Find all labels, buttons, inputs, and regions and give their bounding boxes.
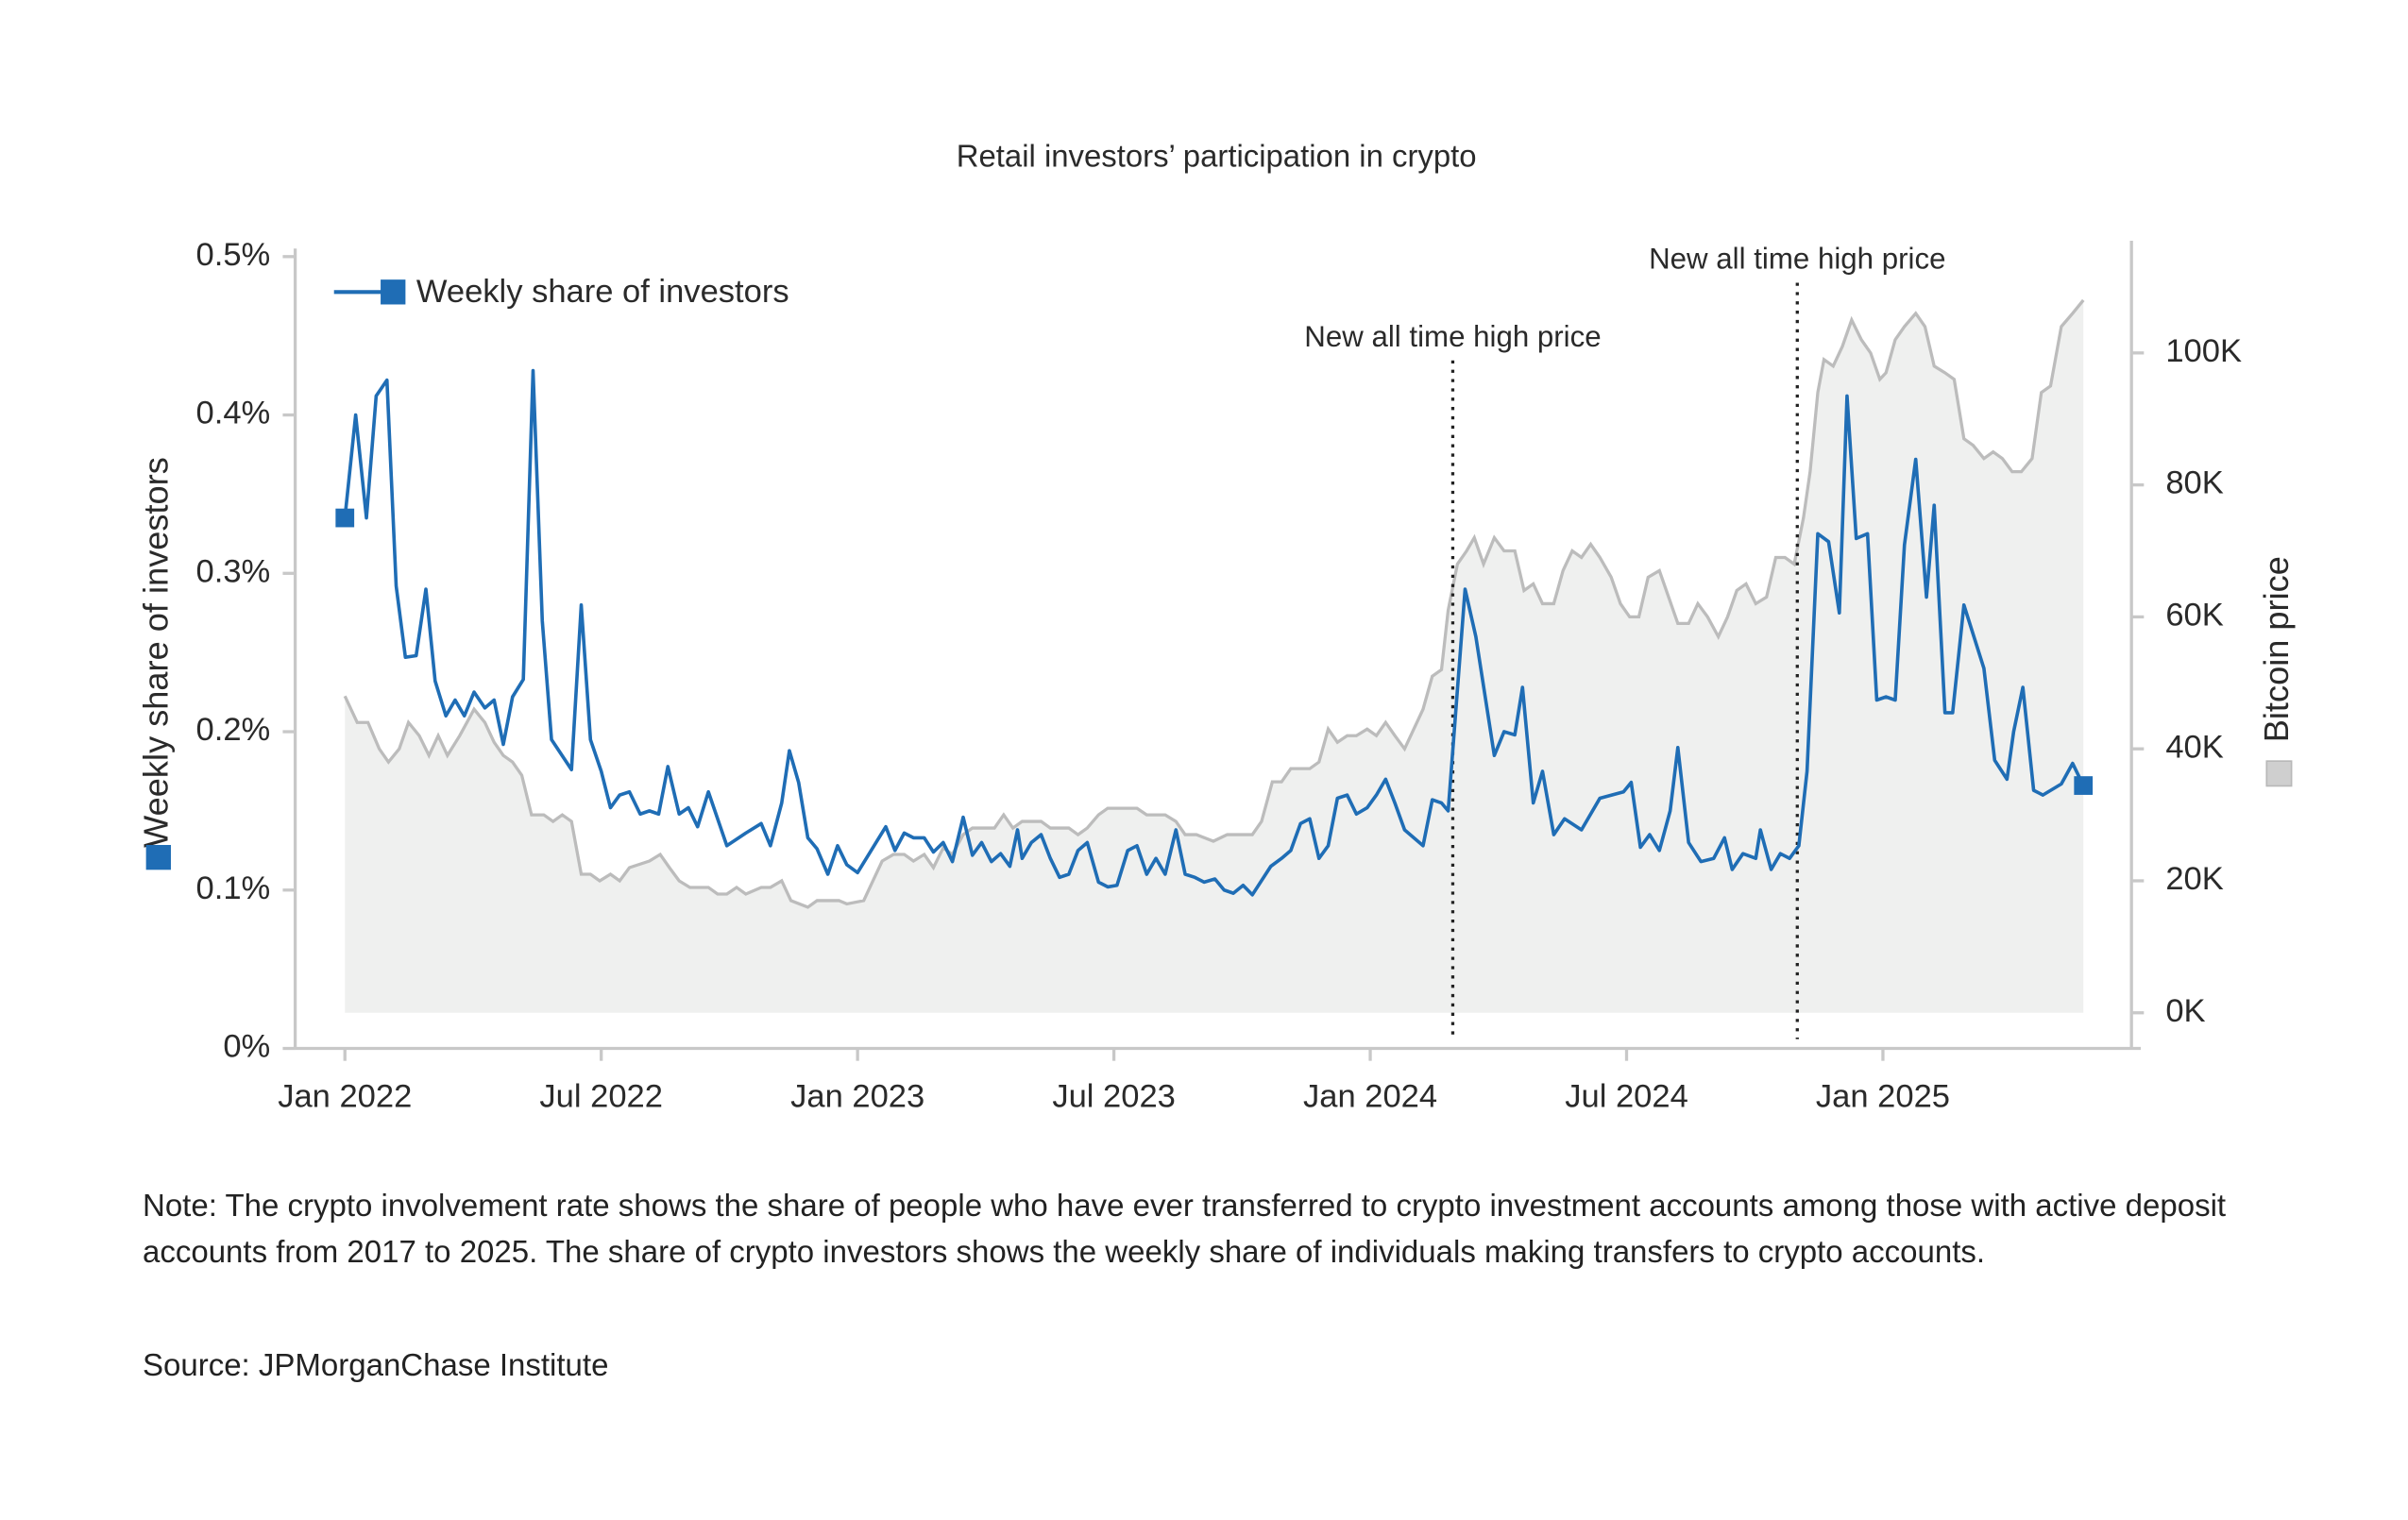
annotation-label: New all time high price: [1649, 243, 1945, 276]
y2-tick-label: 20K: [2165, 861, 2223, 897]
area-layer: [343, 298, 2085, 1013]
share-line: [343, 368, 2085, 897]
y2-axis-title: Bitcoin price: [2257, 556, 2296, 787]
legend: Weekly share of investors: [333, 274, 789, 310]
y2-tick-label: 0K: [2165, 993, 2205, 1029]
y-axis-label: Weekly share of investors: [136, 457, 175, 848]
legend-label: Weekly share of investors: [416, 274, 789, 310]
y-tick-label: 0.2%: [196, 712, 271, 748]
y2-axis-label: Bitcoin price: [2257, 556, 2296, 742]
y-tick-label: 0%: [223, 1029, 270, 1065]
y2-tick-label: 60K: [2165, 598, 2223, 633]
y-tick-label: 0.5%: [196, 237, 271, 273]
y2-tick-label: 80K: [2165, 465, 2223, 501]
y2-tick-label: 40K: [2165, 729, 2223, 765]
x-tick-label: Jan 2024: [1303, 1078, 1437, 1114]
y2-axis-swatch: [2265, 760, 2293, 787]
annotation-layer: New all time high price New all time high…: [1304, 243, 1945, 1039]
source: Source: JPMorganChase Institute: [143, 1347, 609, 1382]
axis-layer: Jan 2022 Jul 2022 Jan 2023 Jul 2023 Jan 2024…: [196, 237, 2242, 1114]
x-tick-label: Jul 2023: [1052, 1078, 1176, 1114]
y2-tick-label: 100K: [2165, 333, 2242, 369]
end-marker: [335, 508, 355, 528]
end-marker: [2074, 776, 2094, 795]
x-tick-label: Jul 2022: [539, 1078, 663, 1114]
chart-title: Retail investors’ participation in crypt…: [957, 139, 1477, 174]
line-layer: [335, 368, 2094, 897]
x-tick-label: Jan 2022: [278, 1078, 412, 1114]
annotation-label: New all time high price: [1304, 320, 1601, 353]
y-axis-swatch: [145, 844, 171, 870]
x-tick-label: Jul 2024: [1565, 1078, 1688, 1114]
y-tick-label: 0.4%: [196, 396, 271, 431]
note: Note: The crypto involvement rate shows …: [143, 1188, 2227, 1269]
price-area: [345, 299, 2084, 1013]
legend-marker: [381, 279, 406, 305]
y-axis-title: Weekly share of investors: [136, 457, 175, 870]
x-tick-label: Jan 2023: [790, 1078, 924, 1114]
y-tick-label: 0.3%: [196, 553, 271, 589]
y-tick-label: 0.1%: [196, 870, 271, 906]
price-line: [343, 298, 2085, 909]
x-tick-label: Jan 2025: [1816, 1078, 1950, 1114]
